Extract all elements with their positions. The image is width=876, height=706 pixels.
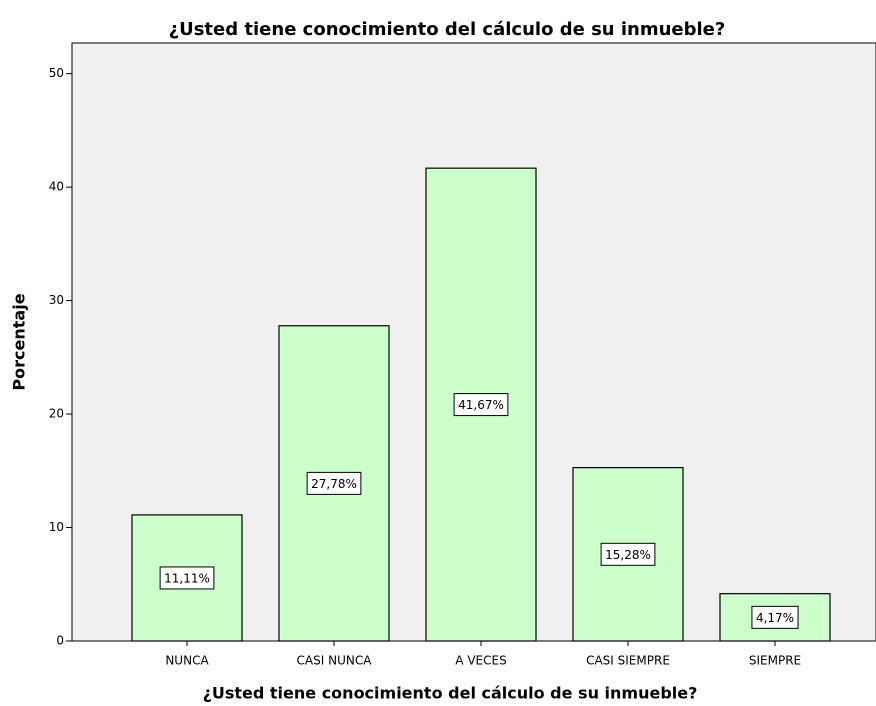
value-label: 27,78% bbox=[311, 477, 357, 491]
y-tick-label: 20 bbox=[49, 407, 64, 421]
value-label-box bbox=[306, 471, 362, 495]
value-label: 15,28% bbox=[605, 548, 651, 562]
x-tick-label: A VECES bbox=[455, 654, 506, 668]
y-tick-label: 40 bbox=[49, 180, 64, 194]
value-label: 41,67% bbox=[458, 398, 504, 412]
x-axis-label: ¿Usted tiene conocimiento del cálculo de… bbox=[203, 684, 698, 703]
y-tick-label: 30 bbox=[49, 293, 64, 307]
value-label-box bbox=[751, 605, 799, 629]
x-tick-label: SIEMPRE bbox=[749, 654, 801, 668]
value-label-box bbox=[453, 393, 509, 417]
y-tick-label: 50 bbox=[49, 66, 64, 80]
x-tick-label: CASI NUNCA bbox=[297, 654, 373, 668]
value-label-box bbox=[159, 566, 215, 590]
x-tick-label: NUNCA bbox=[165, 654, 209, 668]
value-label: 11,11% bbox=[164, 571, 210, 585]
value-label-box bbox=[600, 542, 656, 566]
y-tick-label: 0 bbox=[56, 634, 64, 648]
x-tick-label: CASI SIEMPRE bbox=[586, 654, 670, 668]
y-axis-label: Porcentaje bbox=[10, 293, 29, 390]
y-tick-label: 10 bbox=[49, 520, 64, 534]
chart-title: ¿Usted tiene conocimiento del cálculo de… bbox=[169, 19, 726, 40]
value-label: 4,17% bbox=[756, 611, 794, 625]
